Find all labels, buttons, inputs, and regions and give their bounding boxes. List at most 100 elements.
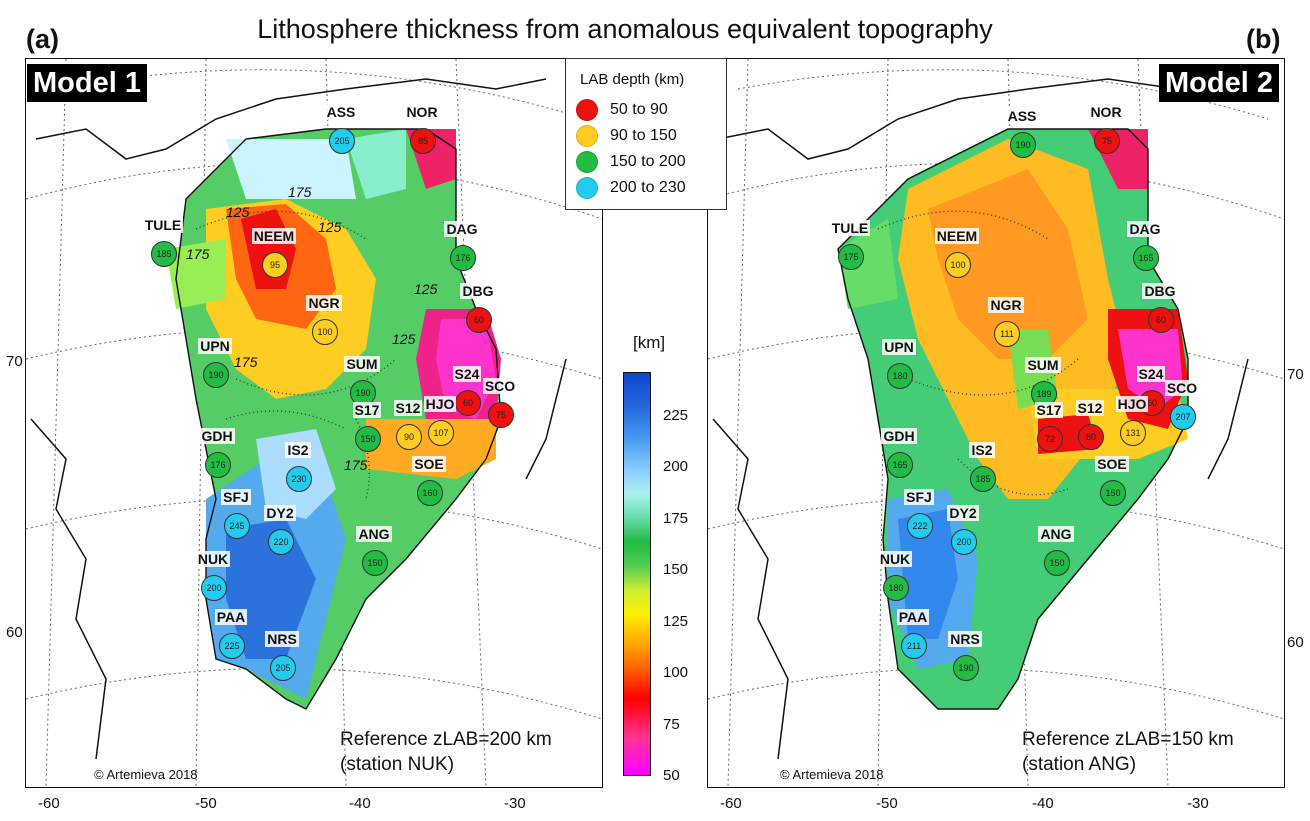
- legend-label: 150 to 200: [610, 153, 686, 171]
- reference-text-a: Reference zLAB=200 km (station NUK): [340, 727, 552, 777]
- legend-box: LAB depth (km) 50 to 90 90 to 150 150 to…: [565, 58, 727, 210]
- contour-label: 175: [234, 354, 258, 370]
- station-marker: 175: [838, 244, 864, 270]
- station-marker: 205: [329, 128, 355, 154]
- copyright: © Artemieva 2018: [94, 767, 198, 782]
- station-label: SOE: [1095, 456, 1129, 472]
- station-label: SFJ: [904, 489, 934, 505]
- colorbar-tick: 200: [663, 458, 689, 475]
- station-label: SOE: [412, 456, 446, 472]
- station-label: ANG: [356, 526, 392, 542]
- colorbar-tick: 175: [663, 510, 689, 527]
- station-marker: 150: [1100, 480, 1126, 506]
- station-label: NRS: [948, 631, 982, 647]
- colorbar: [623, 372, 651, 776]
- legend-dot: [576, 125, 598, 147]
- station-marker: 60: [455, 390, 481, 416]
- contour-label: 125: [318, 219, 342, 235]
- copyright: © Artemieva 2018: [780, 767, 884, 782]
- lat-tick-a: 70: [6, 353, 23, 370]
- lon-tick-b: -60: [720, 795, 742, 812]
- legend-dot: [576, 99, 598, 121]
- station-label: S17: [1034, 402, 1064, 418]
- station-marker: 190: [203, 362, 229, 388]
- map-graphic-a: [26, 59, 602, 787]
- contour-label: 175: [288, 184, 312, 200]
- station-marker: 225: [219, 633, 245, 659]
- station-marker: 190: [1010, 132, 1036, 158]
- station-marker: 207: [1170, 404, 1196, 430]
- legend-item: 90 to 150: [576, 125, 677, 147]
- station-marker: 185: [151, 241, 177, 267]
- station-label: DY2: [264, 505, 296, 521]
- station-marker: 60: [1148, 307, 1174, 333]
- legend-item: 200 to 230: [576, 177, 686, 199]
- station-label: NGR: [988, 297, 1024, 313]
- station-label: TULE: [142, 217, 184, 233]
- station-marker: 60: [466, 307, 492, 333]
- legend-label: 90 to 150: [610, 127, 677, 145]
- station-marker: 75: [488, 402, 514, 428]
- station-label: SCO: [482, 378, 518, 394]
- station-label: NEEM: [934, 228, 980, 244]
- station-marker: 180: [883, 575, 909, 601]
- reference-text-b: Reference zLAB=150 km (station ANG): [1022, 727, 1234, 777]
- station-marker: 180: [887, 363, 913, 389]
- contour-label: 125: [226, 204, 250, 220]
- station-label: NUK: [195, 551, 231, 567]
- station-label: TULE: [829, 220, 871, 236]
- model-badge-b: Model 2: [1159, 64, 1279, 102]
- station-label: DAG: [444, 221, 480, 237]
- station-label: PAA: [214, 609, 248, 625]
- station-label: S12: [393, 400, 423, 416]
- reference-line1: Reference zLAB=200 km: [340, 729, 552, 750]
- station-marker: 150: [355, 426, 381, 452]
- station-label: IS2: [969, 442, 995, 458]
- lon-tick-a: -50: [195, 795, 217, 812]
- map-graphic-b: [708, 59, 1284, 787]
- station-label: SUM: [1025, 357, 1061, 373]
- station-marker: 107: [428, 420, 454, 446]
- station-marker: 185: [970, 466, 996, 492]
- station-marker: 85: [410, 128, 436, 154]
- station-label: NOR: [404, 104, 440, 120]
- station-marker: 176: [450, 245, 476, 271]
- station-label: NUK: [877, 551, 913, 567]
- station-marker: 205: [270, 655, 296, 681]
- station-label: DAG: [1127, 221, 1163, 237]
- lon-tick-a: -30: [504, 795, 526, 812]
- legend-item: 150 to 200: [576, 151, 686, 173]
- colorbar-unit: [km]: [633, 333, 666, 352]
- station-marker: 95: [262, 252, 288, 278]
- station-marker: 72: [1037, 426, 1063, 452]
- colorbar-tick: 75: [663, 716, 680, 733]
- station-marker: 90: [396, 424, 422, 450]
- station-marker: 245: [224, 513, 250, 539]
- station-label: SUM: [344, 356, 380, 372]
- colorbar-tick: 100: [663, 664, 689, 681]
- station-marker: 220: [268, 529, 294, 555]
- station-label: GDH: [199, 428, 235, 444]
- figure-title: Lithosphere thickness from anomalous equ…: [257, 14, 993, 44]
- station-marker: 230: [286, 466, 312, 492]
- lon-tick-b: -50: [876, 795, 898, 812]
- station-label: DBG: [1142, 283, 1178, 299]
- station-label: IS2: [285, 442, 311, 458]
- station-label: NGR: [306, 295, 342, 311]
- station-label: NEEM: [251, 228, 297, 244]
- station-marker: 160: [417, 480, 443, 506]
- station-label: NOR: [1088, 104, 1124, 120]
- lon-tick-a: -60: [38, 795, 60, 812]
- colorbar-tick: 150: [663, 561, 689, 578]
- lat-tick-b: 60: [1287, 634, 1304, 651]
- reference-line2: (station ANG): [1022, 754, 1137, 775]
- legend-label: 50 to 90: [610, 101, 668, 119]
- legend-dot: [576, 177, 598, 199]
- colorbar-tick: 225: [663, 407, 689, 424]
- lon-tick-a: -40: [349, 795, 371, 812]
- station-label: HJO: [423, 396, 457, 412]
- station-label: HJO: [1115, 396, 1149, 412]
- station-label: UPN: [882, 339, 916, 355]
- station-marker: 131: [1120, 420, 1146, 446]
- station-label: DBG: [460, 283, 496, 299]
